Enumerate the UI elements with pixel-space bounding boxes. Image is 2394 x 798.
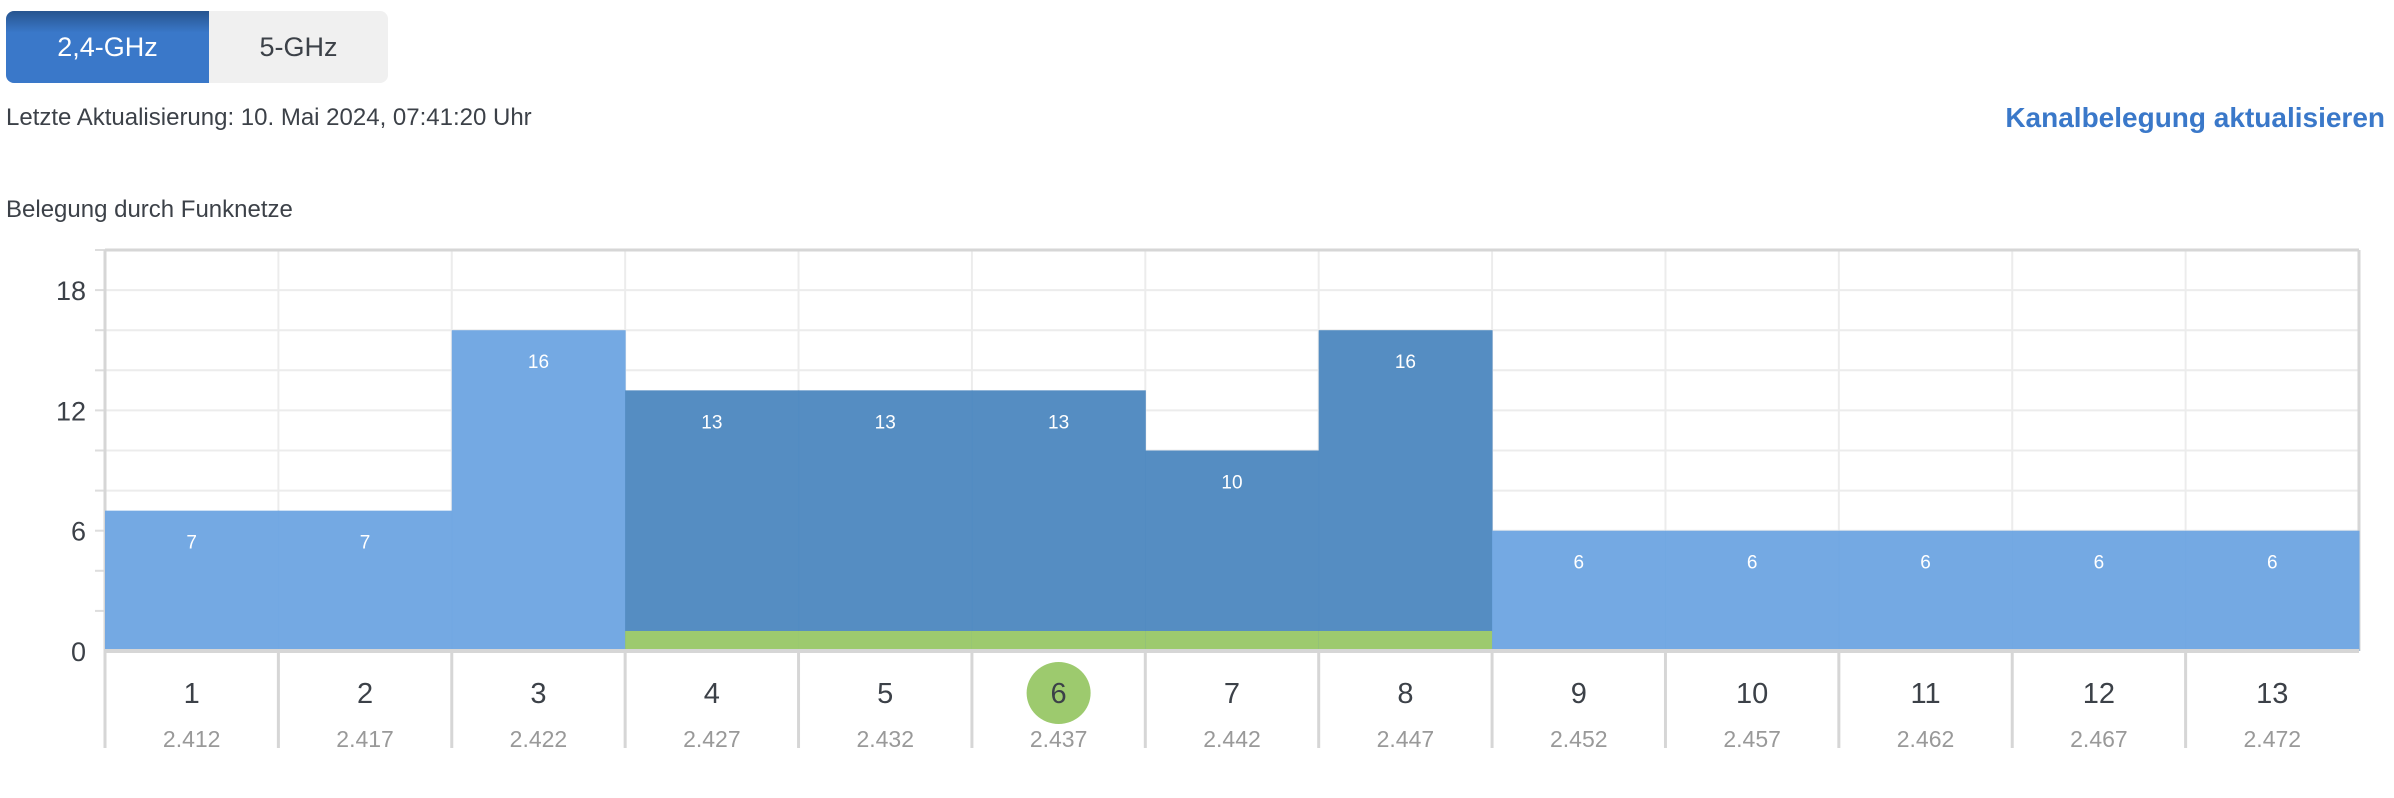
channel-label: 1	[184, 678, 200, 710]
channel-label: 13	[2256, 678, 2288, 710]
y-tick-label: 6	[71, 517, 86, 547]
y-tick-label: 0	[71, 637, 86, 667]
frequency-label: 2.437	[1030, 726, 1088, 752]
frequency-label: 2.442	[1203, 726, 1261, 752]
frequency-label: 2.457	[1723, 726, 1781, 752]
frequency-label: 2.422	[510, 726, 568, 752]
channel-label: 6	[1051, 678, 1067, 710]
frequency-label: 2.427	[683, 726, 741, 752]
bar-value-label: 13	[875, 412, 896, 433]
y-tick-label: 18	[56, 276, 86, 306]
frequency-label: 2.467	[2070, 726, 2128, 752]
channel-label: 10	[1736, 678, 1768, 710]
channel-label: 11	[1910, 678, 1940, 710]
own-network-bar-channel-7	[1145, 630, 1320, 651]
bar-value-label: 6	[2094, 553, 2105, 574]
channel-label: 2	[357, 678, 373, 710]
bar-value-label: 13	[701, 412, 722, 433]
bar-value-label: 6	[1747, 553, 1758, 574]
bar-value-label: 7	[360, 533, 371, 554]
bar-value-label: 6	[1573, 553, 1584, 574]
bar-channel-4	[625, 390, 800, 651]
bar-value-label: 7	[186, 533, 197, 554]
own-network-bar-channel-6	[971, 630, 1146, 651]
bar-channel-9	[1492, 530, 1666, 651]
bar-channel-13	[2185, 530, 2360, 651]
bar-channel-2	[278, 510, 453, 651]
channel-label: 12	[2083, 678, 2115, 710]
channel-occupancy-chart: 7 7 16 13 13 13 10 16 6 6 6 6 6 0 6 12 18 1 2.412 2 2.417 3 2.…	[56, 248, 2361, 752]
band-tabs: 2,4-GHz 5-GHz	[6, 11, 388, 83]
bar-value-label: 6	[1920, 553, 1931, 574]
own-network-bar-channel-5	[798, 630, 973, 651]
last-update-text: Letzte Aktualisierung: 10. Mai 2024, 07:…	[6, 104, 532, 131]
bar-value-label: 10	[1221, 473, 1242, 494]
channel-label: 8	[1397, 678, 1413, 710]
bar-channel-11	[1838, 530, 2013, 651]
own-network-bar-channel-8	[1318, 630, 1493, 651]
frequency-label: 2.412	[163, 726, 221, 752]
bar-channel-5	[798, 390, 973, 651]
bar-value-label: 6	[2267, 553, 2278, 574]
bar-value-label: 13	[1048, 412, 1069, 433]
own-network-bar-channel-4	[625, 630, 800, 651]
frequency-label: 2.417	[336, 726, 394, 752]
frequency-label: 2.447	[1377, 726, 1435, 752]
bar-channel-8	[1318, 330, 1493, 651]
bar-channel-12	[2012, 530, 2187, 651]
bar-value-label: 16	[528, 352, 549, 373]
channel-label: 9	[1571, 678, 1587, 710]
bar-channel-3	[451, 330, 626, 651]
frequency-label: 2.472	[2244, 726, 2302, 752]
selected-channel-indicator	[1026, 662, 1091, 724]
bar-channel-10	[1665, 530, 1840, 651]
tab-5-ghz[interactable]: 5-GHz	[259, 31, 338, 62]
channel-label: 4	[704, 678, 720, 710]
channel-label: 3	[530, 678, 546, 710]
bar-channel-7	[1145, 450, 1320, 651]
bar-value-label: 16	[1395, 352, 1416, 373]
y-tick-label: 12	[56, 396, 86, 426]
bar-channel-6	[971, 390, 1146, 651]
chart-title: Belegung durch Funknetze	[6, 196, 293, 223]
frequency-label: 2.432	[856, 726, 914, 752]
frequency-label: 2.452	[1550, 726, 1608, 752]
channel-label: 7	[1224, 678, 1240, 710]
bar-channel-1	[105, 510, 279, 651]
channel-label: 5	[877, 678, 893, 710]
refresh-channel-link[interactable]: Kanalbelegung aktualisieren	[2005, 102, 2385, 133]
tab-2-4-ghz[interactable]: 2,4-GHz	[6, 11, 209, 83]
frequency-label: 2.462	[1897, 726, 1955, 752]
